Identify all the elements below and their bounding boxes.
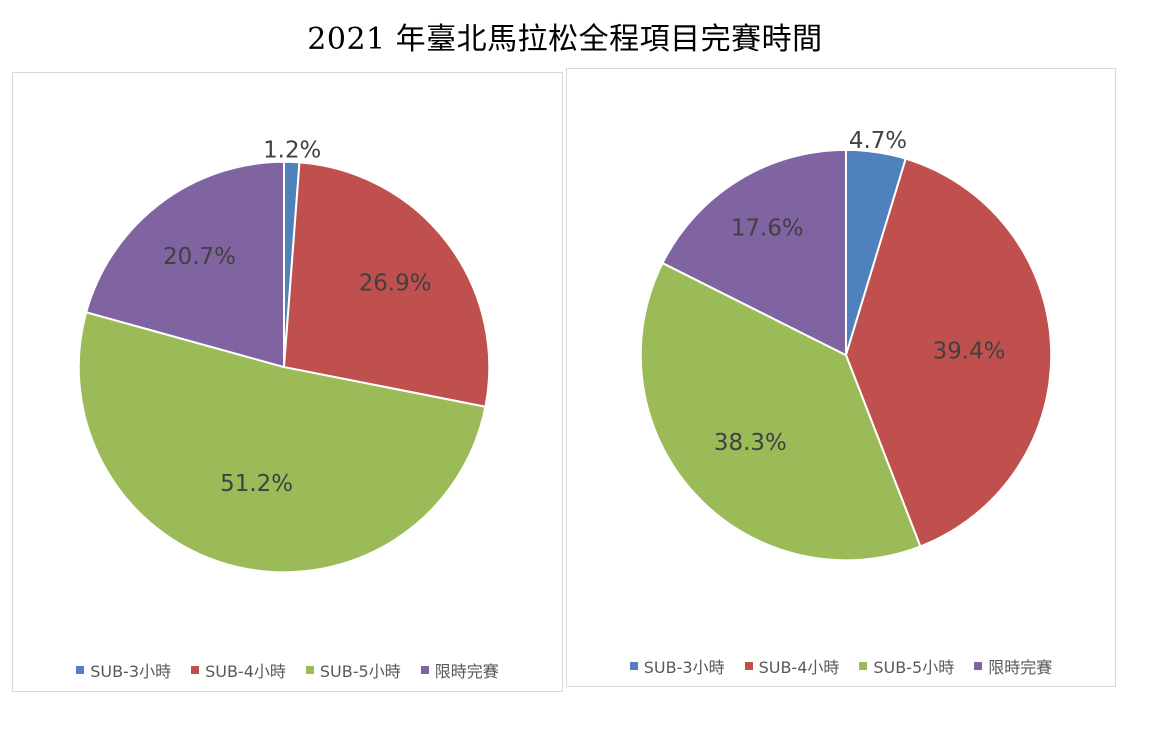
legend-label-sub5: SUB-5小時: [319, 662, 401, 681]
pie-slice-left-sub4: [282, 161, 491, 408]
pie-slice-left-sub5: [77, 311, 487, 574]
pie-slice-right-sub5: [639, 261, 922, 562]
data-label-right-limit: 17.6%: [731, 216, 804, 242]
legend-label-sub4: SUB-4小時: [758, 658, 840, 677]
legend-item-sub5: SUB-5小時: [305, 658, 401, 682]
legend-swatch-sub3: [76, 666, 85, 674]
legend-swatch-sub3: [629, 662, 638, 670]
legend-swatch-sub5: [305, 666, 314, 674]
legend-left: SUB-3小時 SUB-4小時 SUB-5小時 限時完賽: [13, 658, 562, 682]
legend-label-limit: 限時完賽: [434, 662, 499, 681]
pie-slice-right-sub4: [844, 157, 1053, 548]
legend-swatch-sub4: [191, 666, 200, 674]
pie-slice-right-limit: [661, 148, 847, 357]
legend-item-sub4: SUB-4小時: [191, 658, 286, 682]
legend-label-limit: 限時完賽: [988, 658, 1053, 677]
legend-swatch-sub4: [744, 662, 753, 670]
data-label-right-sub5: 38.3%: [714, 430, 787, 456]
data-label-left-sub5: 51.2%: [220, 471, 293, 497]
legend-item-sub4: SUB-4小時: [744, 654, 840, 678]
legend-label-sub3: SUB-3小時: [90, 662, 172, 681]
legend-item-sub3: SUB-3小時: [76, 658, 171, 682]
legend-item-sub3: SUB-3小時: [629, 654, 725, 678]
legend-swatch-sub5: [859, 662, 868, 670]
legend-item-sub5: SUB-5小時: [859, 654, 954, 678]
legend-swatch-limit: [974, 662, 983, 670]
legend-label-sub4: SUB-4小時: [205, 662, 286, 681]
pie-chart-right: 4.7% 39.4% 38.3% 17.6%: [639, 128, 1053, 562]
chart-panel-left: 1.2% 26.9% 51.2% 20.7% SUB-3小時 SUB-4小時 SUB-5小…: [12, 72, 563, 692]
chart-panel-right: 4.7% 39.4% 38.3% 17.6% SUB-3小時 SUB-4小時 SUB-5小…: [566, 68, 1116, 687]
data-label-right-sub4: 39.4%: [933, 338, 1006, 364]
legend-item-limit: 限時完賽: [974, 654, 1052, 678]
legend-label-sub3: SUB-3小時: [643, 658, 725, 677]
legend-swatch-limit: [420, 666, 429, 674]
data-label-right-sub3: 4.7%: [849, 128, 907, 154]
chart-title: 2021 年臺北馬拉松全程項目完賽時間: [307, 22, 823, 57]
legend-label-sub5: SUB-5小時: [873, 658, 955, 677]
pie-chart-left: 1.2% 26.9% 51.2% 20.7%: [77, 138, 491, 574]
legend-item-limit: 限時完賽: [420, 658, 499, 682]
data-label-left-limit: 20.7%: [163, 244, 236, 270]
legend-right: SUB-3小時 SUB-4小時 SUB-5小時 限時完賽: [567, 654, 1115, 678]
pie-slice-left-limit: [84, 160, 286, 369]
data-label-left-sub3: 1.2%: [263, 138, 321, 164]
data-label-left-sub4: 26.9%: [359, 271, 432, 297]
